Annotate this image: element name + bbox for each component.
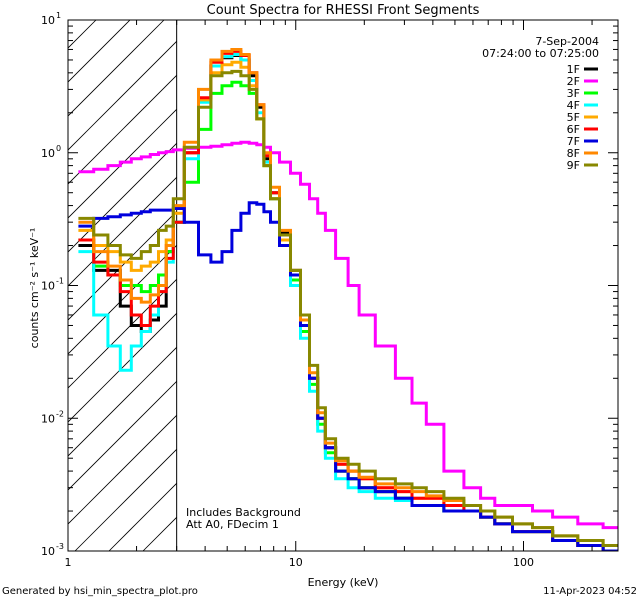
x-tick-label: 10 xyxy=(289,556,303,569)
hatch-line xyxy=(74,448,177,551)
y-tick-exponent: 1 xyxy=(56,11,61,20)
legend-label-5F: 5F xyxy=(567,111,580,124)
series-line-9F xyxy=(78,69,618,547)
series-line-2F xyxy=(78,140,618,530)
legend-label-6F: 6F xyxy=(567,123,580,136)
hatched-region xyxy=(0,20,178,551)
y-tick-label: 10 xyxy=(41,147,55,160)
y-tick-exponent: -1 xyxy=(56,277,64,286)
legend-label-8F: 8F xyxy=(567,147,580,160)
legend-label-7F: 7F xyxy=(567,135,580,148)
hatch-line xyxy=(68,40,177,151)
hatch-line xyxy=(68,278,177,389)
hatch-line xyxy=(68,74,177,185)
series-layer xyxy=(78,48,618,551)
series-line-6F xyxy=(78,49,618,551)
time-range-label: 07:24:00 to 07:25:00 xyxy=(482,47,599,60)
series-line-1F xyxy=(78,54,618,551)
y-tick-label: 10 xyxy=(41,412,55,425)
x-tick-label: 100 xyxy=(513,556,534,569)
series-line-8F xyxy=(78,48,618,547)
hatch-line xyxy=(142,516,177,551)
footer-timestamp: 11-Apr-2023 04:52 xyxy=(543,586,637,597)
x-tick-label: 1 xyxy=(65,556,72,569)
legend-label-1F: 1F xyxy=(567,63,580,76)
legend-label-3F: 3F xyxy=(567,87,580,100)
y-tick-label: 10 xyxy=(41,14,55,27)
chart-title: Count Spectra for RHESSI Front Segments xyxy=(207,3,480,18)
date-label: 7-Sep-2004 xyxy=(535,35,599,48)
legend-label-4F: 4F xyxy=(567,99,580,112)
hatch-line xyxy=(68,20,131,83)
series-line-4F xyxy=(78,53,618,551)
y-tick-label: 10 xyxy=(41,280,55,293)
legend-label-2F: 2F xyxy=(567,75,580,88)
y-tick-exponent: 0 xyxy=(56,144,61,153)
y-tick-exponent: -3 xyxy=(56,542,64,551)
y-tick-label: 10 xyxy=(41,545,55,558)
footer-generated-by: Generated by hsi_min_spectra_plot.pro xyxy=(2,586,198,597)
annotation-attenuator: Att A0, FDecim 1 xyxy=(186,518,279,531)
hatch-line xyxy=(68,20,165,117)
hatch-line xyxy=(0,20,28,551)
hatch-line xyxy=(68,210,177,321)
legend-label-9F: 9F xyxy=(567,159,580,172)
hatch-line xyxy=(68,414,177,525)
y-tick-exponent: -2 xyxy=(56,409,64,418)
annotation-background: Includes Background xyxy=(186,506,301,519)
x-axis-label: Energy (keV) xyxy=(308,576,379,589)
hatch-line xyxy=(68,380,177,491)
y-axis-label: counts cm⁻² s⁻¹ keV⁻¹ xyxy=(28,228,41,349)
series-line-7F xyxy=(78,201,618,551)
